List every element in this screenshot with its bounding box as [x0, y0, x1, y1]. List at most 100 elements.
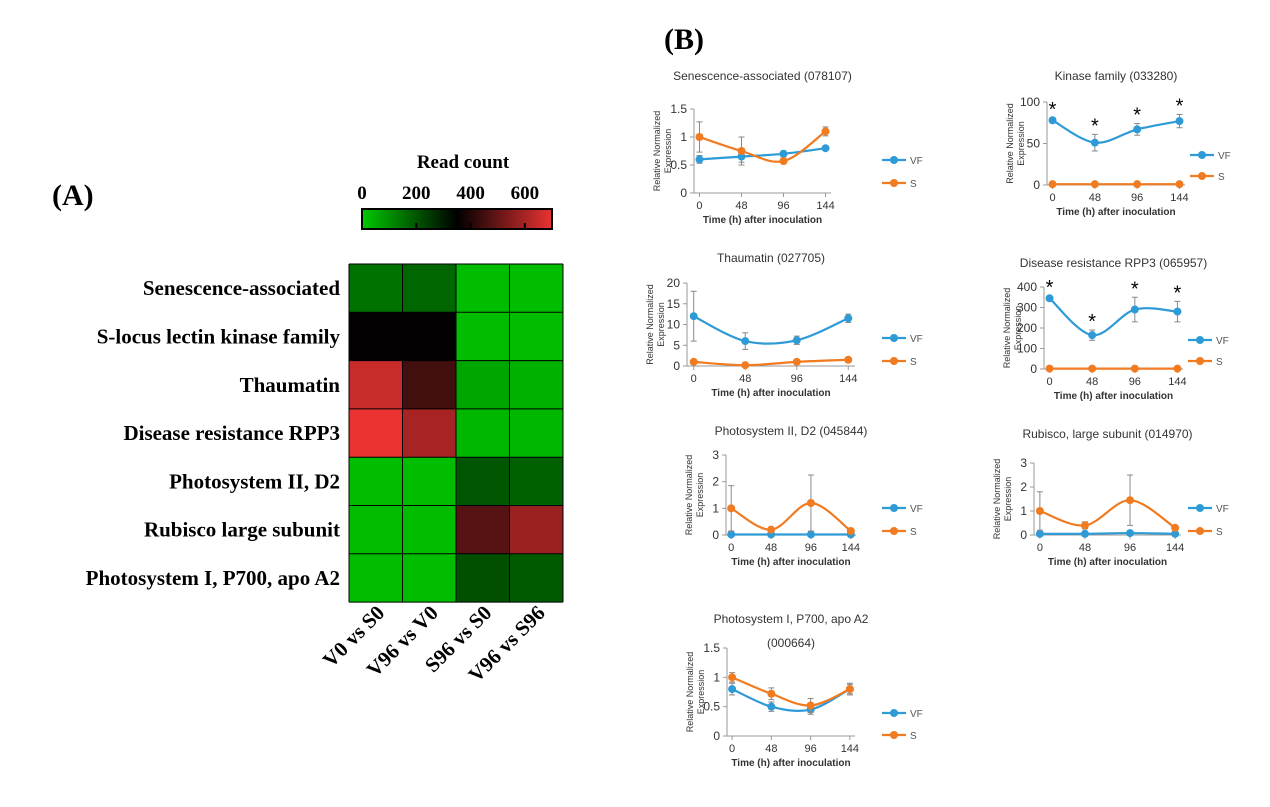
x-tick-label: 144: [1170, 192, 1188, 204]
x-tick-label: 96: [1124, 542, 1136, 554]
y-tick-label: 1: [680, 130, 687, 144]
y-tick-label: 3: [1020, 456, 1027, 470]
legend-label-s: S: [910, 731, 917, 742]
data-point-s: [792, 357, 801, 366]
y-tick-label: 50: [1027, 137, 1041, 151]
heatmap-cell: [456, 264, 510, 313]
data-point-vf: [1080, 529, 1089, 538]
heatmap-cell: [509, 408, 563, 458]
data-point-vf: [844, 314, 853, 323]
significance-asterisk: *: [1046, 277, 1054, 299]
x-axis-label: Time (h) after inoculation: [703, 215, 822, 226]
y-axis-label-line1: Relative Normalized: [1005, 103, 1015, 184]
data-point-s: [844, 355, 853, 364]
data-point-s: [689, 357, 698, 366]
x-axis-label: Time (h) after inoculation: [731, 557, 850, 568]
data-point-vf: [1088, 331, 1097, 340]
significance-asterisk: *: [1174, 282, 1182, 304]
data-point-s: [1048, 180, 1057, 189]
data-point-vf: [792, 336, 801, 345]
data-point-s: [767, 689, 776, 698]
line-chart-1: Senescence-associated (078107) 0 0.5 1 1.5 0 4…: [652, 69, 923, 226]
legend-marker-s: [890, 179, 898, 187]
legend-label-vf: VF: [1218, 151, 1231, 162]
heatmap-row-label: Disease resistance RPP3: [123, 421, 340, 445]
legend-marker-vf: [890, 709, 898, 717]
colorbar-title: Read count: [417, 152, 510, 173]
data-point-s: [1133, 180, 1142, 189]
series-line-s: [1039, 499, 1176, 529]
y-tick-label: 300: [1017, 301, 1037, 315]
y-tick-label: 5: [673, 338, 680, 352]
data-point-s: [727, 504, 736, 513]
x-tick-label: 48: [1089, 192, 1101, 204]
legend-label-s: S: [1218, 172, 1225, 183]
data-point-s: [1171, 523, 1180, 532]
chart-title: Disease resistance RPP3 (065957): [1020, 256, 1207, 270]
heatmap-cell: [509, 553, 563, 603]
line-chart-7: Photosystem I, P700, apo A2 (000664) 0 0.5 1…: [685, 612, 923, 769]
x-axis-label: Time (h) after inoculation: [731, 758, 850, 769]
colorbar-tick-label: 200: [402, 183, 431, 204]
significance-asterisk: *: [1133, 105, 1141, 127]
heatmap-cell: [349, 457, 403, 506]
data-point-vf: [727, 530, 736, 539]
chart-title: Senescence-associated (078107): [673, 69, 852, 83]
heatmap-cell: [456, 457, 510, 506]
y-axis-label-line2: Expression: [663, 129, 673, 174]
x-tick-label: 0: [1049, 192, 1055, 204]
y-tick-label: 20: [667, 276, 681, 290]
data-point-s: [846, 527, 855, 535]
heatmap-cell: [509, 264, 563, 313]
legend-marker-vf: [1196, 504, 1204, 512]
legend-marker-vf: [890, 156, 898, 164]
legend-label-vf: VF: [910, 709, 923, 720]
x-tick-label: 0: [696, 200, 702, 212]
panel-label-b: (B): [664, 23, 704, 56]
legend-marker-s: [1196, 527, 1204, 535]
x-tick-label: 96: [805, 542, 817, 554]
x-axis-label: Time (h) after inoculation: [711, 388, 830, 399]
data-point-vf: [1090, 138, 1099, 147]
line-charts: Senescence-associated (078107) 0 0.5 1 1.5 0 4…: [645, 69, 1231, 769]
heatmap-row-label: S-locus lectin kinase family: [97, 324, 341, 348]
series-line-vf: [693, 315, 849, 345]
legend-marker-s: [890, 527, 898, 535]
data-point-vf: [1045, 294, 1054, 303]
chart-title: Thaumatin (027705): [717, 251, 825, 265]
panel-label-a: (A): [52, 179, 94, 212]
x-tick-label: 0: [1037, 542, 1043, 554]
series-line-vf: [1051, 119, 1180, 144]
data-point-s: [821, 127, 830, 136]
x-axis-label: Time (h) after inoculation: [1048, 557, 1167, 568]
x-tick-label: 0: [1046, 376, 1052, 388]
y-tick-label: 100: [1017, 342, 1037, 356]
heatmap-row-label: Photosystem I, P700, apo A2: [86, 566, 340, 590]
data-point-vf: [1126, 529, 1135, 538]
y-axis-label-line2: Expression: [1003, 477, 1013, 522]
y-axis-label-line2: Expression: [696, 670, 706, 715]
heatmap-cell: [402, 360, 456, 409]
y-tick-label: 400: [1017, 280, 1037, 294]
data-point-s: [1090, 180, 1099, 189]
y-tick-label: 3: [712, 448, 719, 462]
legend-marker-s: [890, 731, 898, 739]
chart-title: Photosystem II, D2 (045844): [715, 424, 868, 438]
x-tick-label: 144: [1168, 376, 1186, 388]
chart-title: Kinase family (033280): [1055, 69, 1178, 83]
y-tick-label: 0: [712, 528, 719, 542]
data-point-s: [767, 525, 776, 534]
legend-marker-vf: [890, 504, 898, 512]
significance-asterisk: *: [1088, 311, 1096, 333]
data-point-s: [1088, 364, 1097, 373]
heatmap-cell: [456, 360, 510, 409]
data-point-vf: [1173, 307, 1182, 316]
heatmap-cell: [349, 360, 403, 409]
data-point-vf: [741, 337, 750, 346]
x-axis-label: Time (h) after inoculation: [1056, 207, 1175, 218]
x-tick-label: 48: [765, 542, 777, 554]
y-axis-label-line1: Relative Normalized: [652, 111, 662, 192]
data-point-vf: [1035, 529, 1044, 538]
y-axis-label-line2: Expression: [656, 302, 666, 347]
legend-marker-vf: [890, 334, 898, 342]
